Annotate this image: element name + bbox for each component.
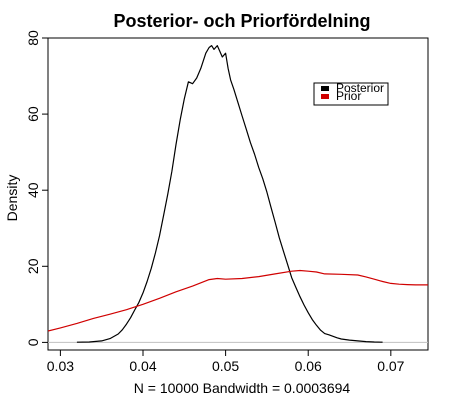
legend-swatch-posterior <box>321 86 329 91</box>
legend-swatch-prior <box>321 94 329 99</box>
chart-title: Posterior- och Priorfördelning <box>113 11 370 31</box>
y-tick-label: 80 <box>25 30 41 46</box>
series-line-posterior <box>76 45 383 343</box>
x-tick-label: 0.03 <box>47 358 74 374</box>
y-tick-label: 40 <box>25 182 41 198</box>
x-tick-label: 0.06 <box>295 358 322 374</box>
legend-label-posterior: Posterior <box>336 81 384 95</box>
x-axis-label: N = 10000 Bandwidth = 0.0003694 <box>134 380 351 396</box>
x-tick-label: 0.04 <box>129 358 156 374</box>
x-tick-label: 0.07 <box>377 358 404 374</box>
series-line-prior <box>48 269 428 332</box>
y-tick-label: 60 <box>25 106 41 122</box>
y-tick-label: 20 <box>25 258 41 274</box>
plot-frame <box>47 37 429 351</box>
legend-box <box>313 82 389 106</box>
y-axis-label: Density <box>4 175 20 222</box>
y-tick-label: 0 <box>25 338 41 346</box>
plot-area: 0.03 0.04 0.05 0.06 0.07 0 20 40 60 80 <box>25 30 429 374</box>
x-tick-label: 0.05 <box>212 358 239 374</box>
legend-label-prior: Prior <box>336 89 361 103</box>
